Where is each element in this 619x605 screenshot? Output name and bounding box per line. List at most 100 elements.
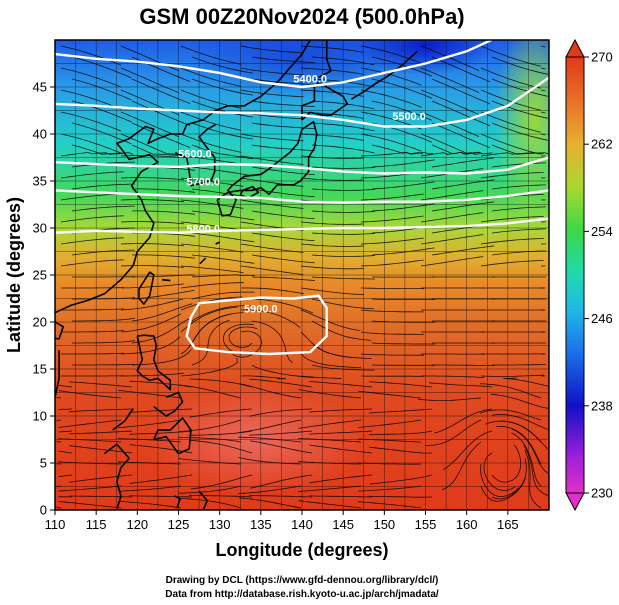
streamline [191, 100, 253, 118]
streamline [431, 245, 495, 256]
y-tick-label: 35 [33, 174, 47, 189]
streamline [360, 309, 424, 313]
streamline [311, 232, 375, 235]
streamline [71, 249, 135, 256]
streamline [480, 152, 544, 157]
streamline [496, 425, 542, 465]
x-axis-label: Longitude (degrees) [215, 540, 388, 560]
streamline [118, 485, 182, 492]
streamline [72, 317, 135, 322]
streamline [118, 419, 182, 429]
height-contour-closed [185, 294, 328, 356]
streamline [420, 151, 483, 157]
streamline [491, 457, 527, 500]
x-tick-label: 140 [291, 517, 313, 532]
streamline [120, 313, 182, 333]
streamline [131, 274, 195, 278]
streamline [421, 375, 485, 378]
streamline [120, 199, 184, 203]
streamline [420, 212, 484, 223]
streamline [131, 303, 193, 322]
streamline [190, 439, 253, 454]
streamline [71, 78, 132, 101]
streamline [131, 254, 195, 259]
streamline [239, 383, 302, 399]
streamline [360, 89, 422, 108]
streamline [68, 495, 133, 498]
streamline [251, 254, 315, 264]
streamline [358, 485, 422, 492]
streamline [239, 419, 302, 433]
streamline [191, 78, 253, 96]
streamline [360, 151, 424, 157]
streamline [300, 177, 364, 181]
streamline [120, 283, 184, 289]
colorbar: 230 238 246 254 262 270 [565, 38, 613, 512]
streamline [300, 133, 364, 141]
colorbar-body [565, 56, 585, 494]
streamline [120, 243, 184, 247]
streamline [503, 377, 549, 387]
streamline [191, 291, 255, 300]
streamline [311, 210, 375, 213]
streamline [69, 430, 133, 435]
streamline [298, 438, 362, 443]
streamline [58, 408, 73, 410]
streamline [58, 438, 122, 443]
coastline [161, 278, 171, 282]
streamline [251, 210, 315, 220]
streamline [420, 234, 484, 245]
streamline [311, 254, 375, 257]
streamline [431, 179, 495, 190]
streamline [179, 419, 242, 433]
streamline [420, 89, 480, 115]
streamline [120, 265, 184, 268]
streamline [240, 89, 304, 98]
colorbar-top-triangle [565, 38, 585, 58]
streamline [540, 45, 546, 48]
streamline [511, 432, 542, 487]
streamline [251, 100, 315, 108]
x-tick-label: 125 [168, 517, 190, 532]
streamline [358, 501, 422, 509]
x-tick-label: 165 [497, 517, 519, 532]
streamline [311, 100, 375, 110]
streamline [523, 444, 549, 497]
streamline [371, 298, 435, 300]
streamline [118, 438, 182, 443]
streamline [71, 100, 132, 123]
streamline [300, 155, 364, 159]
streamline [298, 500, 362, 509]
streamline [431, 78, 491, 105]
streamline [371, 144, 434, 155]
coastline [174, 123, 216, 187]
streamline [491, 162, 546, 168]
streamline [178, 497, 242, 509]
streamline [58, 501, 122, 509]
streamline [420, 45, 480, 71]
streamline [418, 397, 482, 401]
streamline [309, 444, 373, 454]
streamline [240, 67, 304, 76]
streamline [309, 474, 373, 484]
coastline [215, 241, 221, 245]
streamline [480, 111, 541, 133]
height-contours: 5400.0 5500.0 5600.0 5700.0 5800.0 5900.0 [55, 40, 549, 356]
streamline [129, 495, 193, 498]
streamline [180, 67, 242, 87]
y-axis-ticks: 0 5 10 15 20 25 30 35 40 45 [33, 80, 55, 518]
streamline [300, 243, 364, 247]
streamline [240, 155, 304, 165]
streamline [360, 67, 422, 86]
x-tick-label: 155 [415, 517, 437, 532]
streamline [500, 420, 549, 451]
coastlines [55, 40, 418, 510]
coastline [318, 40, 332, 79]
streamline [540, 89, 546, 92]
streamline [58, 385, 73, 388]
streamline [480, 374, 545, 377]
streamline [249, 408, 313, 417]
streamline [360, 45, 422, 64]
colorbar-tick-label: 254 [591, 224, 613, 239]
